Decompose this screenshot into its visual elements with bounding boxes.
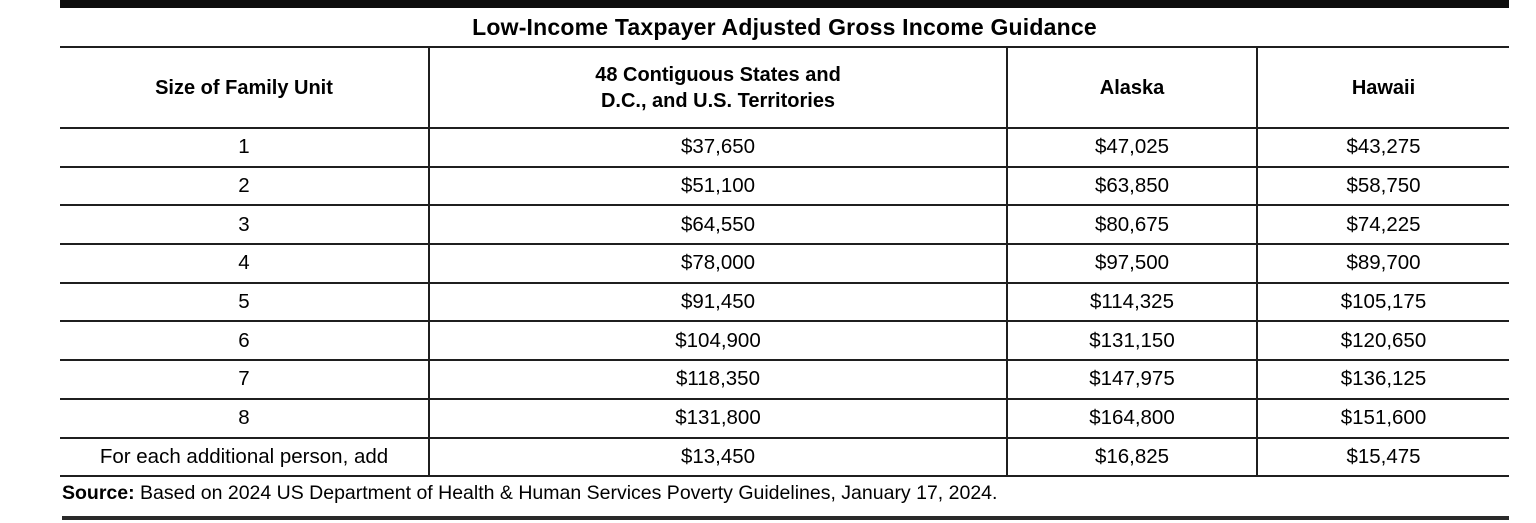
col-header-alaska-label: Alaska	[1099, 76, 1165, 99]
hawaii-amount-cell: $89,700	[1256, 245, 1509, 282]
source-label: Source:	[62, 482, 135, 504]
col-header-hawaii: Hawaii	[1256, 48, 1509, 127]
col-header-family-unit: Size of Family Unit	[60, 48, 428, 127]
alaska-amount-cell: $80,675	[1006, 206, 1256, 244]
family-size-cell: 2	[238, 174, 250, 198]
table-row: 5 $91,450 $114,325 $105,175	[60, 283, 1509, 323]
family-size-cell: 6	[238, 328, 250, 352]
alaska-amount-cell: $114,325	[1006, 283, 1256, 321]
family-size-cell: 7	[238, 367, 250, 391]
family-size-cell: 8	[238, 406, 250, 430]
col-header-alaska: Alaska	[1006, 48, 1256, 127]
states-amount-cell: $78,000	[428, 245, 1006, 282]
states-amount-cell: $91,450	[428, 283, 1006, 321]
col-header-hawaii-label: Hawaii	[1351, 76, 1416, 99]
bottom-rule-bar	[62, 516, 1509, 520]
table-header-row: Size of Family Unit 48 Contiguous States…	[60, 48, 1509, 129]
hawaii-amount-cell: $58,750	[1256, 167, 1509, 205]
col-header-contiguous-states: 48 Contiguous States and D.C., and U.S. …	[428, 48, 1006, 127]
table-title: Low-Income Taxpayer Adjusted Gross Incom…	[472, 14, 1097, 40]
income-guidance-table: Size of Family Unit 48 Contiguous States…	[60, 46, 1509, 478]
family-size-cell: 4	[238, 251, 250, 275]
alaska-amount-cell: $16,825	[1006, 438, 1256, 476]
states-amount-cell: $37,650	[428, 129, 1006, 166]
additional-person-label-cell: For each additional person, add	[99, 444, 389, 468]
alaska-amount-cell: $147,975	[1006, 361, 1256, 398]
table-row: 7 $118,350 $147,975 $136,125	[60, 361, 1509, 400]
states-amount-cell: $131,800	[428, 399, 1006, 437]
top-rule-bar	[60, 0, 1509, 8]
states-amount-cell: $13,450	[428, 438, 1006, 476]
alaska-amount-cell: $131,150	[1006, 322, 1256, 360]
family-size-cell: 5	[238, 290, 250, 314]
states-amount-cell: $118,350	[428, 361, 1006, 398]
hawaii-amount-cell: $43,275	[1256, 129, 1509, 166]
table-row: 3 $64,550 $80,675 $74,225	[60, 206, 1509, 246]
table-row: 8 $131,800 $164,800 $151,600	[60, 399, 1509, 439]
hawaii-amount-cell: $105,175	[1256, 283, 1509, 321]
states-amount-cell: $104,900	[428, 322, 1006, 360]
alaska-amount-cell: $164,800	[1006, 399, 1256, 437]
states-amount-cell: $64,550	[428, 206, 1006, 244]
alaska-amount-cell: $97,500	[1006, 245, 1256, 282]
family-size-cell: 3	[238, 212, 250, 236]
table-row: 4 $78,000 $97,500 $89,700	[60, 245, 1509, 284]
source-note: Source: Based on 2024 US Department of H…	[62, 482, 997, 505]
states-amount-cell: $51,100	[428, 167, 1006, 205]
family-size-cell: 1	[238, 135, 250, 159]
hawaii-amount-cell: $136,125	[1256, 361, 1509, 398]
source-text: Based on 2024 US Department of Health & …	[140, 482, 998, 504]
table-row: 6 $104,900 $131,150 $120,650	[60, 322, 1509, 362]
alaska-amount-cell: $63,850	[1006, 167, 1256, 205]
table-row: 2 $51,100 $63,850 $58,750	[60, 167, 1509, 207]
hawaii-amount-cell: $151,600	[1256, 399, 1509, 437]
col-header-contiguous-states-line2: D.C., and U.S. Territories	[600, 89, 836, 112]
alaska-amount-cell: $47,025	[1006, 129, 1256, 166]
hawaii-amount-cell: $15,475	[1256, 438, 1509, 476]
hawaii-amount-cell: $74,225	[1256, 206, 1509, 244]
table-row-additional-person: For each additional person, add $13,450 …	[60, 438, 1509, 478]
table-row: 1 $37,650 $47,025 $43,275	[60, 129, 1509, 168]
col-header-contiguous-states-line1: 48 Contiguous States and	[595, 63, 841, 86]
col-header-family-unit-label: Size of Family Unit	[155, 76, 333, 99]
hawaii-amount-cell: $120,650	[1256, 322, 1509, 360]
